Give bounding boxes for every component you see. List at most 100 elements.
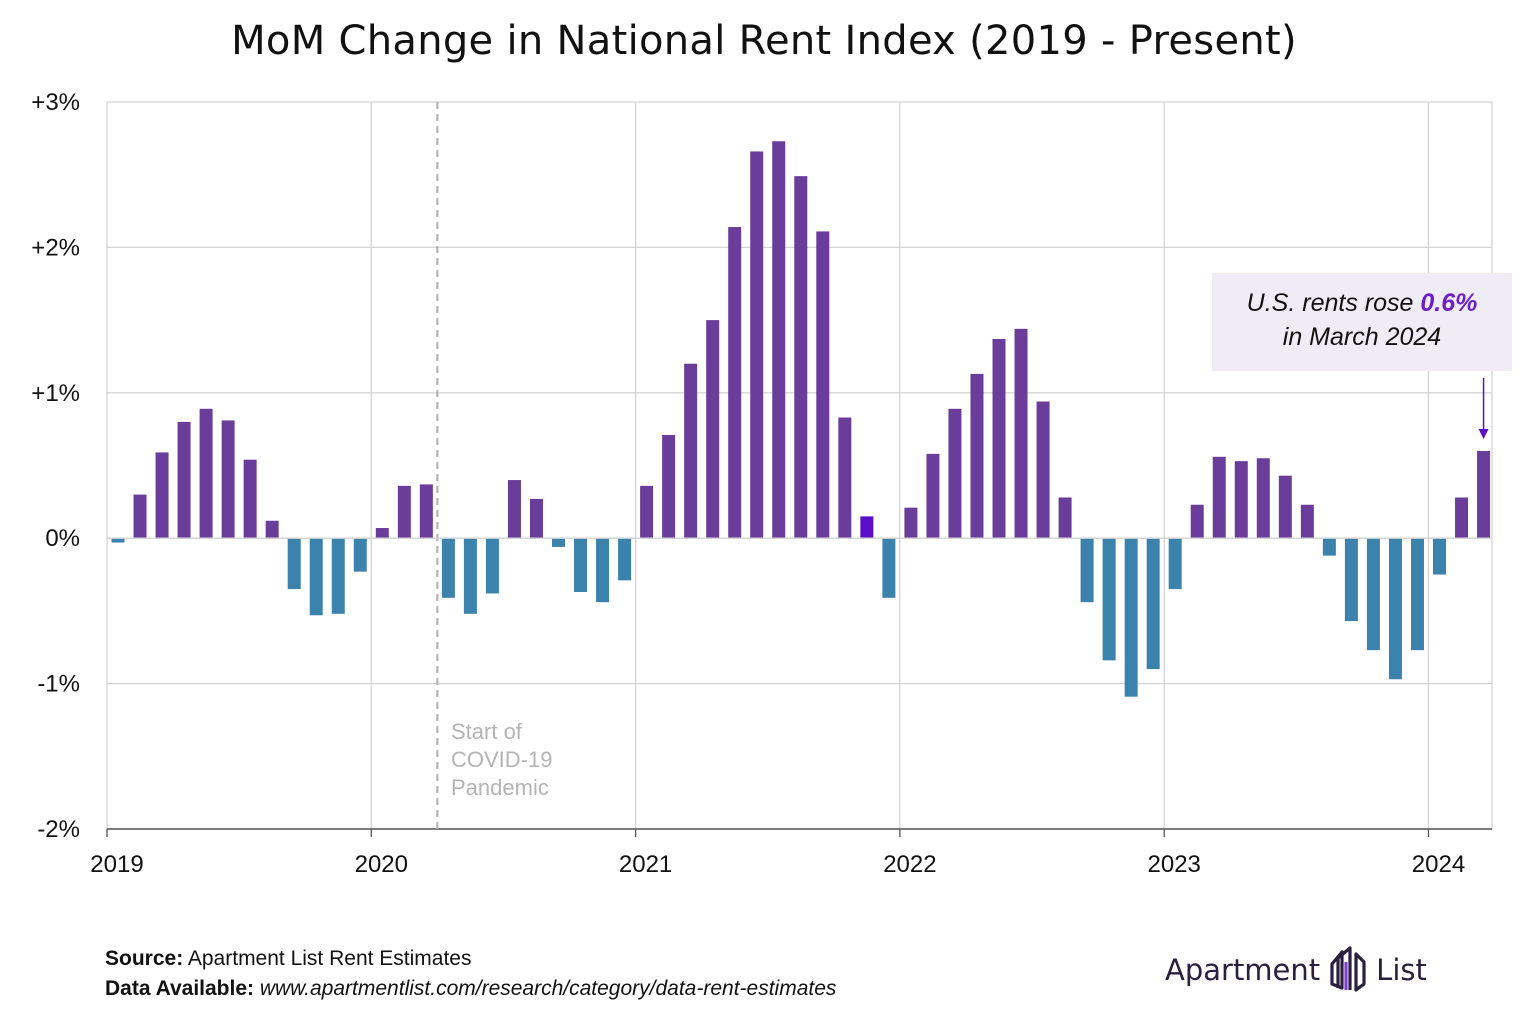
bar <box>882 538 896 598</box>
y-tick-label: +2% <box>31 234 80 261</box>
x-tick-label: 2019 <box>90 851 143 878</box>
source-label: Source: <box>105 947 184 970</box>
bar <box>353 538 367 572</box>
bar <box>706 320 720 539</box>
bar <box>1212 456 1226 539</box>
apartment-list-logo-icon <box>1330 946 1366 992</box>
bar <box>507 480 521 539</box>
bar <box>1477 450 1491 539</box>
x-tick-label: 2021 <box>619 851 672 878</box>
bar <box>243 459 257 539</box>
bar <box>1455 497 1469 539</box>
bar <box>640 485 654 539</box>
bar <box>926 453 940 539</box>
annotation-text: U.S. rents rose 0.6% in March 2024 <box>1212 286 1512 354</box>
bar <box>1146 538 1160 670</box>
bar <box>794 176 808 539</box>
bar <box>772 141 786 539</box>
annotation-box <box>1212 273 1512 371</box>
bar <box>618 538 632 581</box>
data-line: Data Available: www.apartmentlist.com/re… <box>105 974 836 1004</box>
covid-label-line3: Pandemic <box>451 775 549 800</box>
bar <box>529 498 543 539</box>
annotation-line2-text: in March 2024 <box>1282 323 1442 351</box>
bars <box>111 141 1491 697</box>
bar <box>1058 497 1072 539</box>
x-tick-label: 2024 <box>1412 851 1465 878</box>
data-label: Data Available: <box>105 977 254 1000</box>
bar <box>1344 538 1358 622</box>
bar <box>1256 458 1270 539</box>
bar <box>574 538 588 592</box>
bar <box>860 516 874 539</box>
annotation-line1-text: U.S. rents rose <box>1246 289 1421 317</box>
x-tick-label: 2023 <box>1148 851 1201 878</box>
x-tick-label: 2020 <box>355 851 408 878</box>
bar <box>463 538 477 614</box>
covid-label-line1: Start of <box>451 719 522 744</box>
bar <box>904 507 918 539</box>
bar <box>485 538 499 594</box>
bar <box>1190 504 1204 539</box>
y-tick-label: -2% <box>37 816 80 843</box>
y-tick-labels: +3% +2% +1% 0% -1% -2% <box>31 89 80 843</box>
bar <box>1300 504 1314 539</box>
bar <box>992 339 1006 539</box>
chart-overlays <box>107 102 1492 829</box>
y-tick-label: 0% <box>45 525 80 552</box>
logo-word-list: List <box>1376 953 1427 987</box>
bar <box>1036 401 1050 539</box>
bar <box>1168 538 1182 590</box>
chart-title: MoM Change in National Rent Index (2019 … <box>231 18 1297 64</box>
bar <box>111 538 125 543</box>
source-line: Source: Apartment List Rent Estimates <box>105 944 836 974</box>
bar <box>309 538 323 616</box>
bar <box>684 363 698 539</box>
bar <box>838 417 852 539</box>
bar <box>596 538 610 603</box>
annotation-value: 0.6% <box>1420 289 1478 317</box>
bar <box>1366 538 1380 651</box>
bar <box>970 373 984 539</box>
bar <box>177 421 191 539</box>
bar <box>133 494 147 539</box>
bar <box>1102 538 1116 661</box>
bar <box>1410 538 1424 651</box>
logo-word-apartment: Apartment <box>1165 953 1321 987</box>
y-tick-label: +3% <box>31 89 80 116</box>
bar <box>265 520 279 539</box>
bar <box>1124 538 1138 697</box>
bar <box>199 408 213 539</box>
bar <box>155 452 169 539</box>
covid-label-line2: COVID-19 <box>451 747 553 772</box>
bar <box>1433 538 1446 575</box>
data-url[interactable]: www.apartmentlist.com/research/category/… <box>259 977 837 1000</box>
bar <box>1080 538 1094 603</box>
bar <box>221 420 235 539</box>
bar <box>331 538 345 614</box>
annotation-arrow-head <box>1478 428 1489 439</box>
x-tick-label: 2022 <box>883 851 936 878</box>
bar <box>287 538 301 590</box>
footer: Source: Apartment List Rent Estimates Da… <box>105 944 836 1004</box>
x-tick-labels: 2019 2020 2021 2022 2023 2024 <box>90 851 1465 878</box>
bar <box>948 408 962 539</box>
grid <box>106 101 1493 837</box>
bar <box>1278 475 1292 539</box>
bar <box>441 538 455 598</box>
y-tick-label: -1% <box>37 671 80 698</box>
bar <box>552 538 565 547</box>
bar <box>816 231 830 539</box>
bar <box>1322 538 1336 556</box>
bar <box>397 485 411 539</box>
bar <box>728 227 742 539</box>
bar <box>1014 328 1028 539</box>
apartment-list-logo[interactable]: Apartment List <box>1165 940 1427 1000</box>
y-tick-label: +1% <box>31 380 80 407</box>
bar <box>750 151 764 539</box>
bar <box>419 484 433 539</box>
bar <box>1234 461 1248 539</box>
bar <box>375 528 389 539</box>
covid-label: Start of COVID-19 Pandemic <box>451 718 552 802</box>
